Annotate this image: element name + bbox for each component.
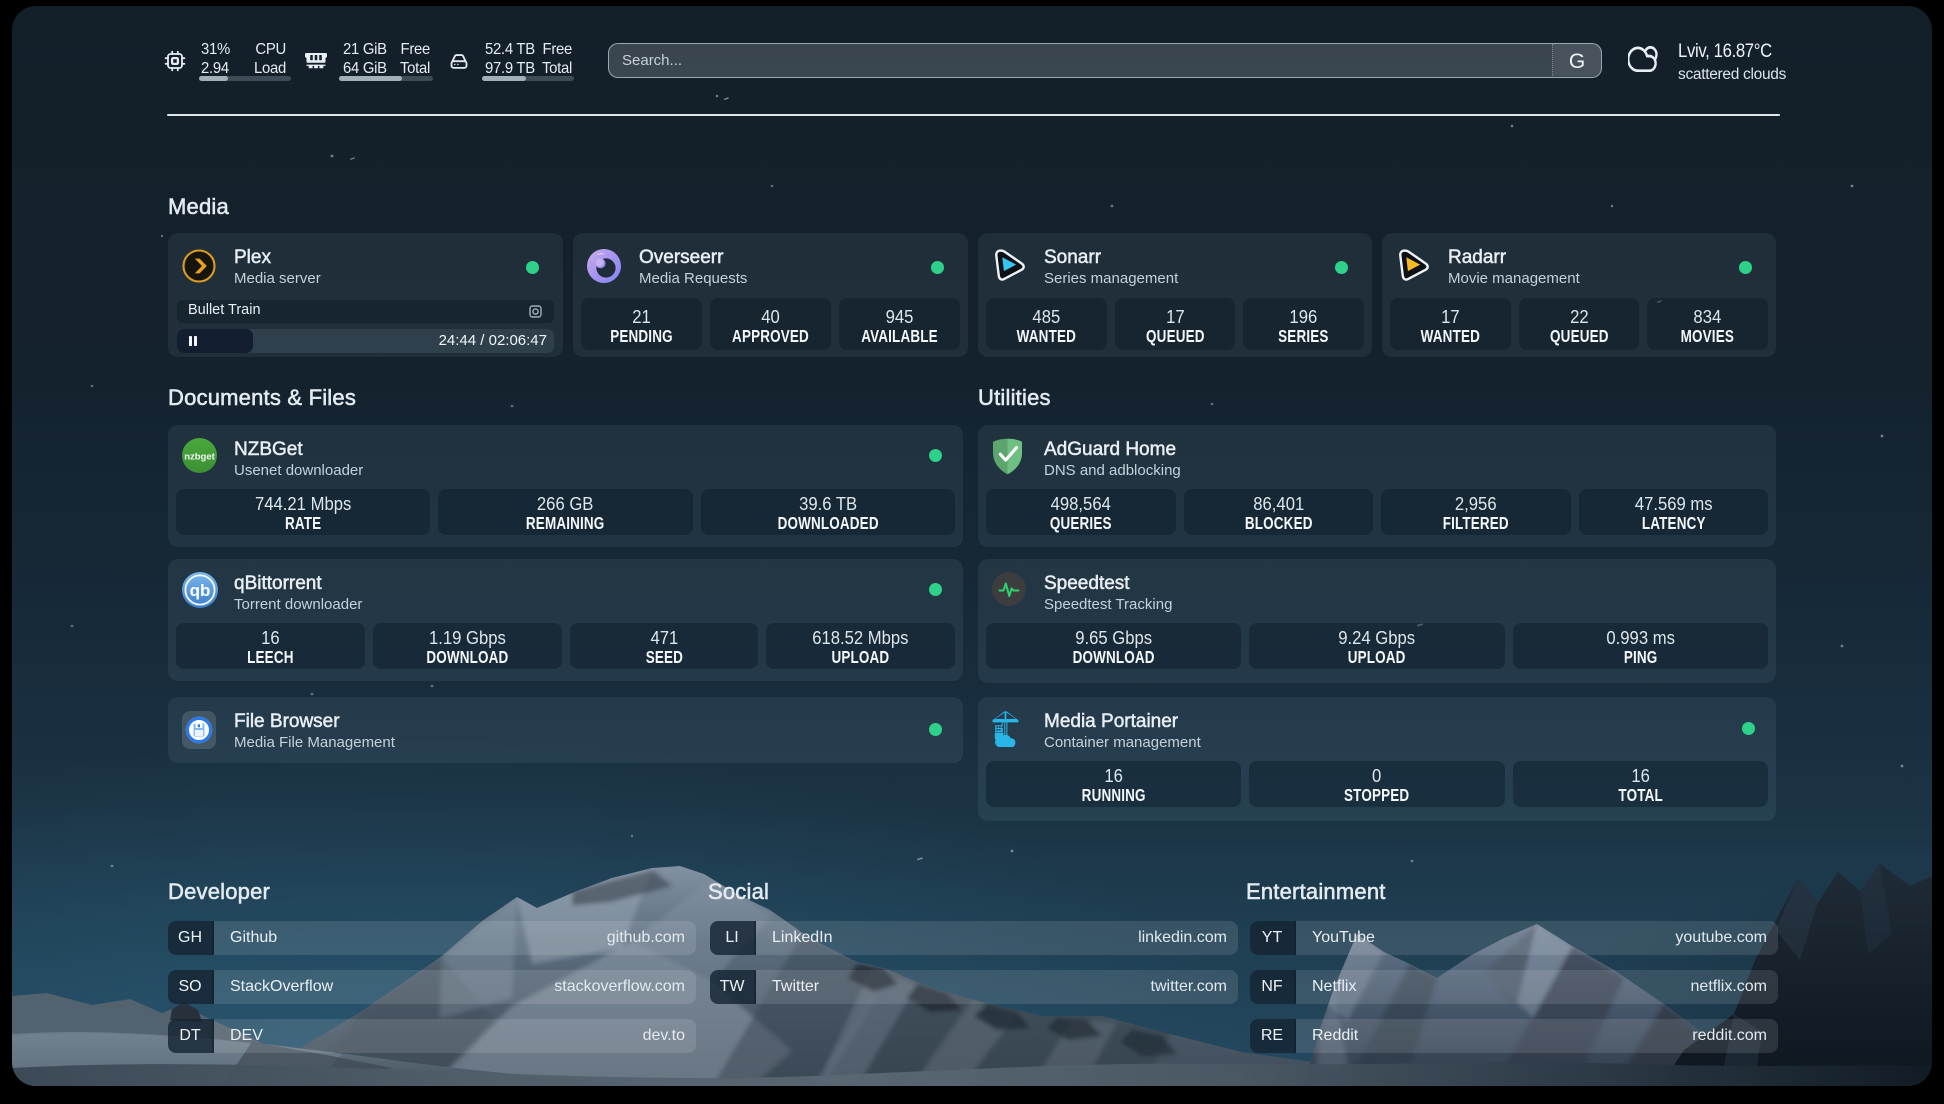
svg-text:nzbget: nzbget: [184, 452, 215, 463]
svg-text:qb: qb: [190, 581, 211, 600]
